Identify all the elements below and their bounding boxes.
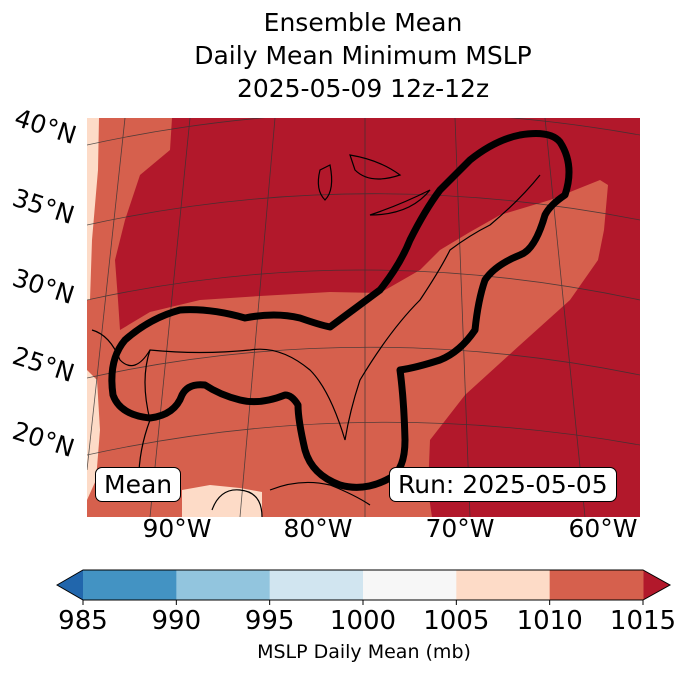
lat-label-40n: 40°N	[11, 102, 80, 151]
colorbar-tick-label-1015: 1015	[609, 606, 677, 636]
region-1005-1010-west	[87, 118, 99, 300]
map-plot	[87, 118, 640, 517]
colorbar-under-triangle	[57, 570, 83, 600]
colorbar-segment-1000	[363, 570, 457, 600]
colorbar-tick-label-990: 990	[151, 606, 202, 636]
colorbar-tick-label-985: 985	[58, 606, 108, 636]
colorbar-segment-985	[83, 570, 177, 600]
lon-label-90w: 90°W	[142, 514, 212, 543]
colorbar-tick-label-995: 995	[244, 606, 295, 636]
lon-label-70w: 70°W	[425, 514, 495, 543]
lat-label-20n: 20°N	[9, 415, 78, 464]
colorbar	[55, 569, 672, 605]
colorbar-segment-1010	[549, 570, 644, 600]
lon-label-60w: 60°W	[568, 514, 638, 543]
title-line-2: Daily Mean Minimum MSLP	[194, 41, 532, 70]
colorbar-segment-1005	[456, 570, 551, 600]
mean-label-box: Mean	[95, 467, 182, 502]
colorbar-label: MSLP Daily Mean (mb)	[257, 641, 471, 663]
lat-label-30n: 30°N	[9, 262, 78, 311]
lon-label-80w: 80°W	[283, 514, 353, 543]
colorbar-segment-990	[176, 570, 271, 600]
lat-label-25n: 25°N	[9, 340, 78, 389]
colorbar-over-triangle	[643, 570, 670, 600]
colorbar-tick-label-1010: 1010	[516, 606, 583, 636]
colorbar-tick-label-1005: 1005	[423, 606, 490, 636]
title-line-1: Ensemble Mean	[263, 8, 463, 37]
graticule	[87, 118, 640, 517]
colorbar-tick-label-1000: 1000	[329, 606, 397, 636]
lat-label-35n: 35°N	[9, 182, 78, 231]
run-date-box: Run: 2025-05-05	[389, 467, 617, 502]
colorbar-segment-995	[269, 570, 364, 600]
title-line-3: 2025-05-09 12z-12z	[236, 74, 490, 103]
